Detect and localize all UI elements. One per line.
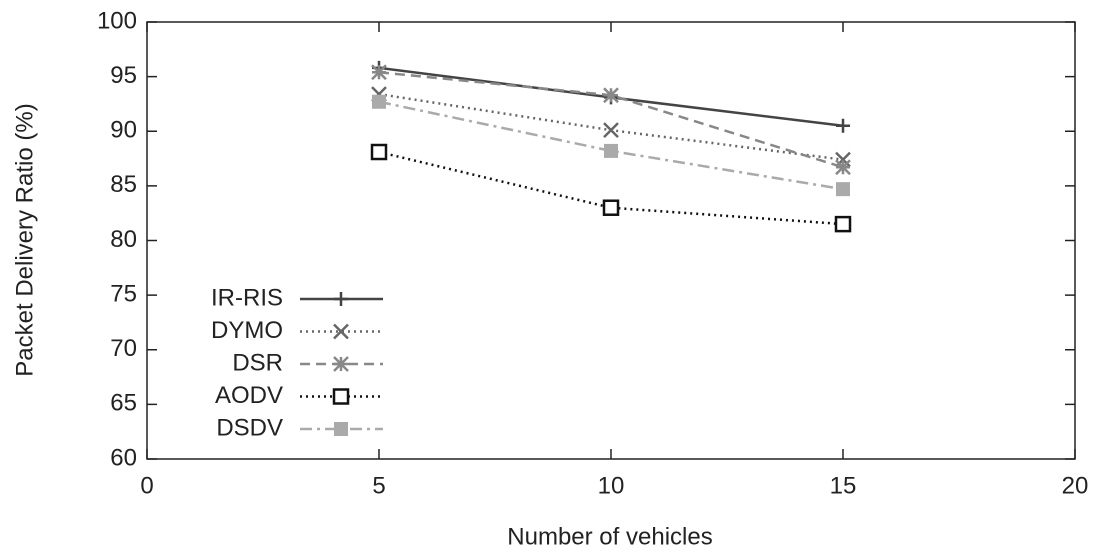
y-tick-label: 80 <box>110 226 137 253</box>
data-point <box>603 87 619 104</box>
legend-marker <box>332 388 350 405</box>
legend-marker <box>334 422 348 436</box>
data-point <box>372 94 386 109</box>
data-point <box>603 122 619 139</box>
x-axis-label: Number of vehicles <box>507 523 712 550</box>
x-tick-label: 5 <box>372 472 385 499</box>
data-point <box>371 64 387 81</box>
legend-label: DSR <box>232 349 283 376</box>
data-point <box>370 143 388 161</box>
series-line <box>378 150 844 226</box>
data-point <box>836 118 850 133</box>
legend-marker <box>333 356 349 372</box>
legend-label: AODV <box>215 382 283 409</box>
x-tick-label: 10 <box>598 472 625 499</box>
legend-marker <box>334 292 348 306</box>
x-tick-label: 15 <box>830 472 857 499</box>
data-point <box>835 159 851 176</box>
y-tick-label: 75 <box>110 280 137 307</box>
x-tick-label: 20 <box>1062 472 1089 499</box>
legend-label: IR-RIS <box>211 284 283 311</box>
y-tick-label: 90 <box>110 117 137 144</box>
y-axis-label: Packet Delivery Ratio (%) <box>11 103 38 376</box>
legend-marker <box>333 323 349 340</box>
y-tick-label: 70 <box>110 335 137 362</box>
y-tick-label: 60 <box>110 444 137 471</box>
data-point <box>602 199 620 216</box>
data-point <box>604 143 618 158</box>
data-point <box>836 182 850 197</box>
legend-label: DSDV <box>216 414 283 441</box>
plot-border <box>146 21 1076 460</box>
series-line <box>378 100 844 191</box>
x-tick-label: 0 <box>140 472 153 499</box>
y-tick-label: 95 <box>110 62 137 89</box>
legend-label: DYMO <box>211 317 283 344</box>
data-point <box>834 215 852 233</box>
y-tick-label: 85 <box>110 171 137 198</box>
y-tick-label: 65 <box>110 390 137 417</box>
y-tick-label: 100 <box>97 7 137 34</box>
